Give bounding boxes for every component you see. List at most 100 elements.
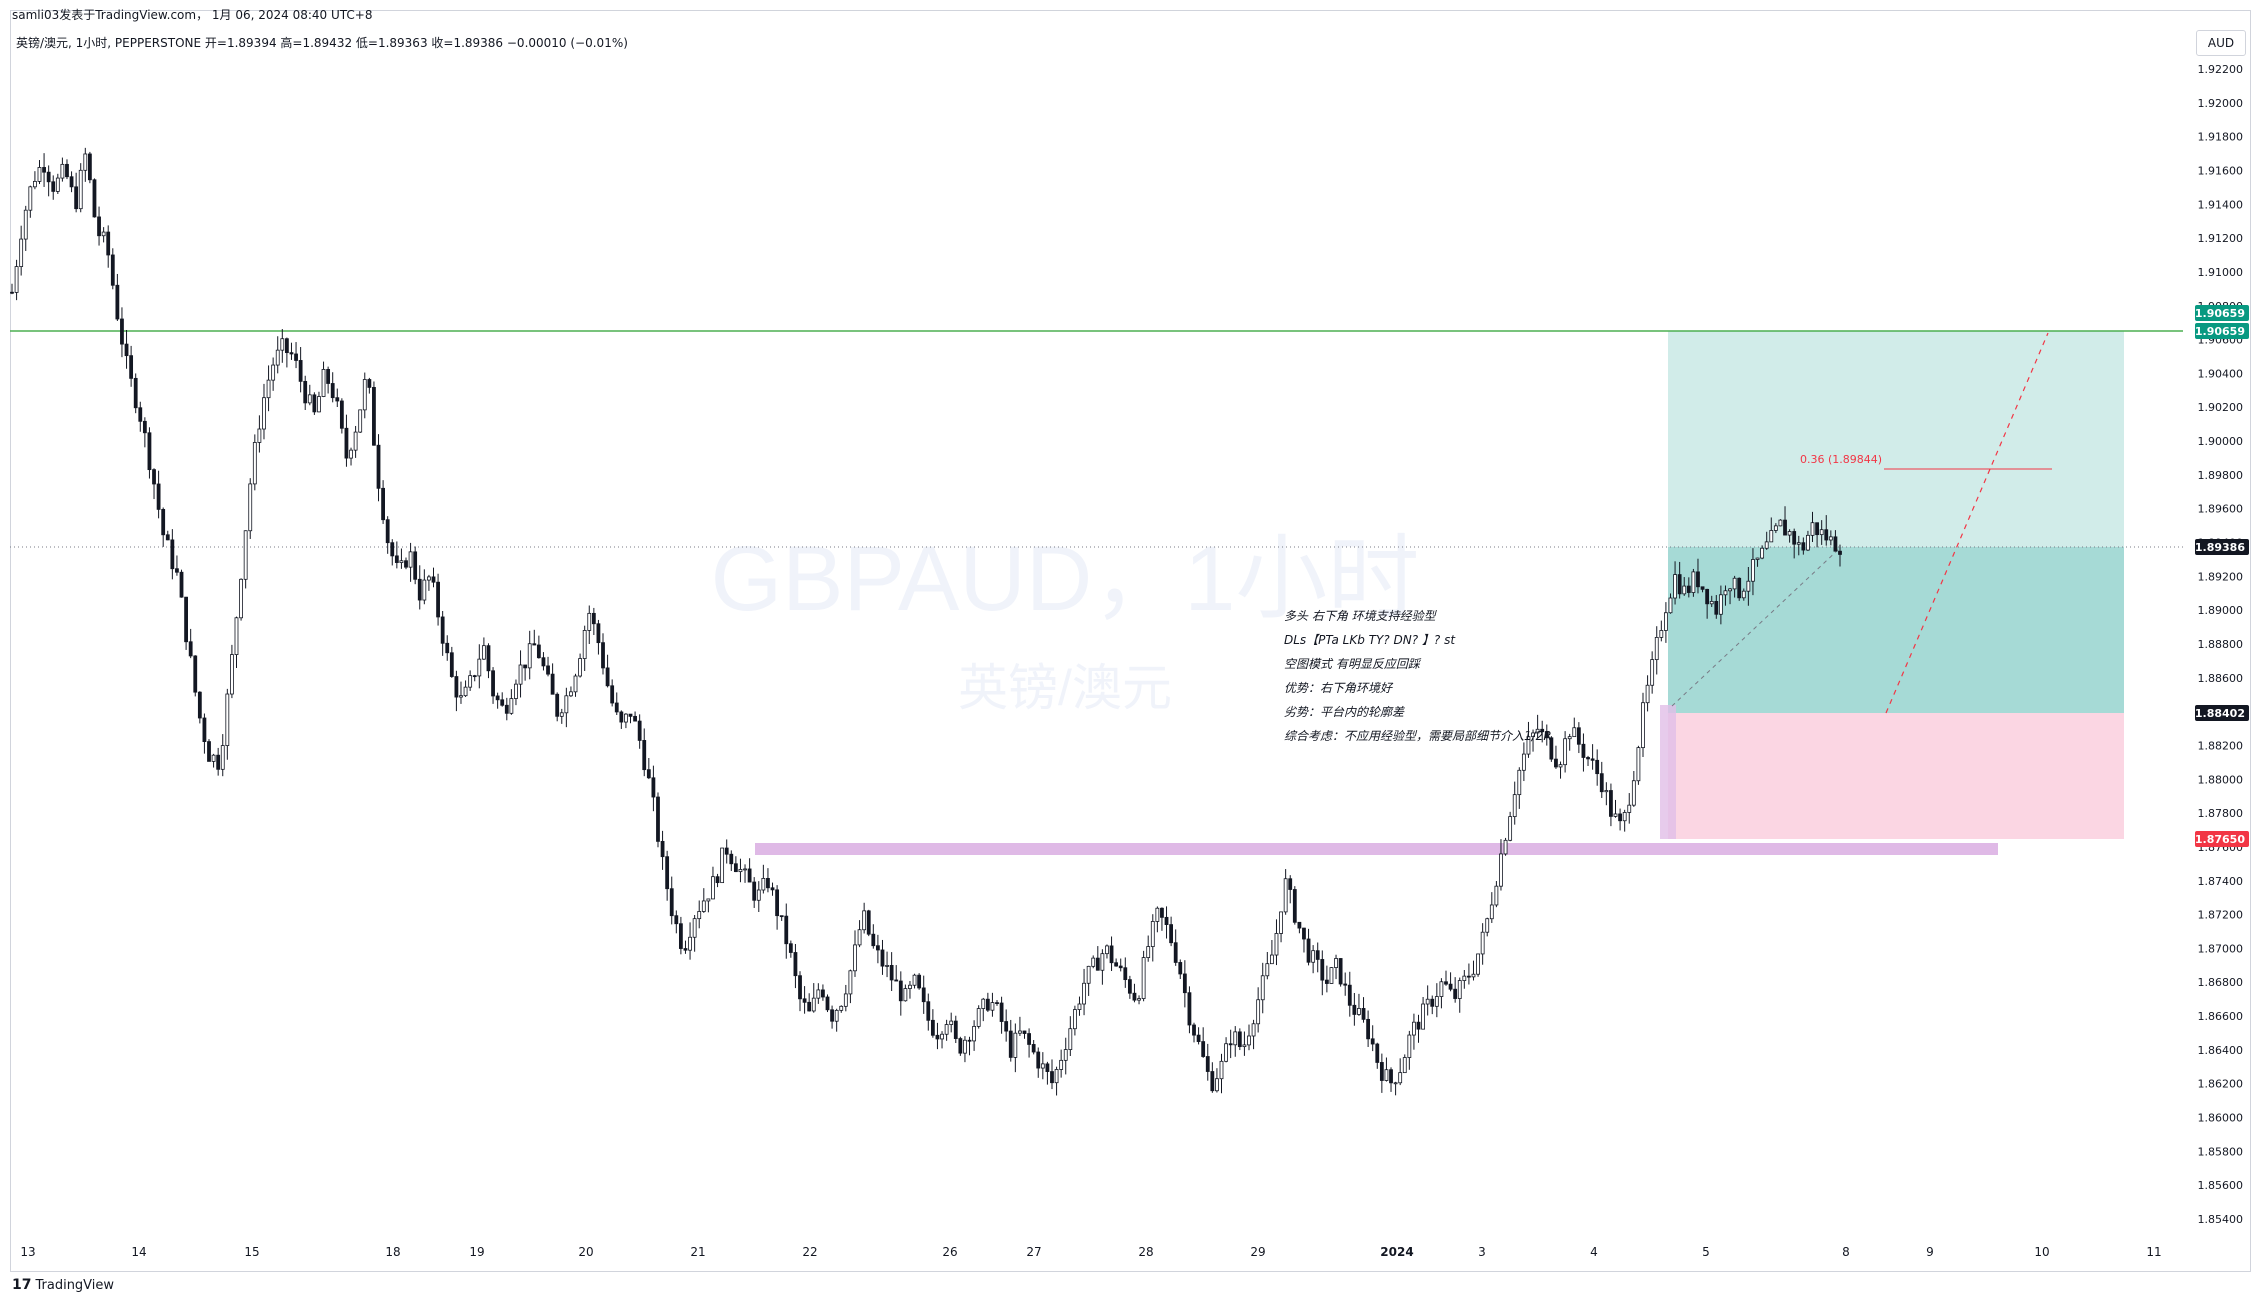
candle-body	[491, 670, 495, 697]
candle-body	[1645, 684, 1650, 704]
candle-body	[92, 179, 97, 218]
candle-body	[431, 576, 436, 583]
candle-body	[660, 840, 665, 858]
y-tick-label: 1.87000	[2198, 942, 2244, 955]
candle-body	[317, 396, 321, 413]
x-tick-label: 11	[2146, 1245, 2161, 1259]
candle-body	[152, 469, 156, 485]
candle-body	[417, 578, 422, 601]
target-zone[interactable]	[1668, 331, 2124, 547]
candle-body	[1576, 727, 1581, 745]
candle-body	[573, 675, 578, 693]
candle-body	[830, 1009, 834, 1022]
candle-body	[243, 530, 248, 580]
candle-body	[1251, 1023, 1256, 1037]
x-tick-label: 3	[1478, 1245, 1486, 1259]
y-tick-label: 1.86000	[2198, 1112, 2244, 1125]
candle-body	[390, 542, 395, 557]
price-tag: 1.89386	[2195, 539, 2249, 555]
candle-body	[454, 676, 459, 698]
candle-body	[1659, 630, 1664, 638]
candle-body	[651, 777, 656, 798]
price-axis[interactable]: 1.92200 1.92000 1.91800 1.91600 1.91400 1.912…	[2198, 63, 2244, 1226]
candle-body	[216, 754, 221, 770]
candle-body	[1416, 1021, 1421, 1030]
y-tick-label: 1.91400	[2198, 198, 2244, 211]
candle-body	[1618, 813, 1622, 822]
candle-body	[1114, 962, 1119, 967]
support-zone[interactable]	[755, 843, 1998, 855]
candle-body	[1471, 973, 1476, 978]
y-tick-label: 1.90400	[2198, 367, 2244, 380]
stop-zone[interactable]	[1668, 713, 2124, 839]
profit-zone[interactable]	[1668, 547, 2124, 713]
candle-body	[564, 695, 569, 714]
candle-body	[903, 988, 908, 1002]
candle-body	[55, 177, 60, 192]
y-tick-label: 1.86600	[2198, 1010, 2244, 1023]
candle-body	[1109, 945, 1114, 964]
candle-body	[307, 394, 312, 404]
candle-body	[1004, 1021, 1009, 1032]
y-tick-label: 1.91800	[2198, 131, 2244, 144]
tradingview-logo[interactable]: 17 TradingView	[12, 1274, 114, 1296]
candle-body	[1338, 958, 1343, 985]
candle-body	[1636, 747, 1641, 782]
candle-body	[23, 209, 28, 240]
candle-body	[248, 483, 253, 532]
candle-body	[605, 667, 610, 687]
symbol-info-line[interactable]: 英镑/澳元, 1小时, PEPPERSTONE 开=1.89394 高=1.89…	[16, 36, 628, 50]
candle-body	[298, 360, 303, 382]
candle-body	[486, 645, 491, 672]
x-tick-label: 13	[20, 1245, 35, 1259]
candle-body	[1160, 907, 1164, 918]
candle-body	[1641, 702, 1645, 749]
candle-body	[1169, 924, 1174, 944]
candle-body	[1590, 758, 1595, 761]
candle-body	[885, 965, 889, 967]
price-tags: 1.90659 1.90659 1.89386 1.88402 1.87650	[2195, 305, 2249, 847]
candle-body	[715, 876, 720, 884]
note-line: 优势：右下角环境好	[1284, 681, 1394, 695]
trend-line[interactable]	[1671, 547, 1841, 707]
candle-body	[930, 1019, 935, 1036]
candle-body	[1334, 958, 1338, 968]
projection-line[interactable]	[1885, 332, 2049, 714]
candle-body	[225, 693, 230, 746]
currency-selector[interactable]: AUD	[2196, 30, 2246, 56]
candle-body	[1063, 1049, 1068, 1061]
candle-body	[1622, 812, 1627, 822]
candle-body	[779, 915, 784, 918]
candle-body	[1760, 547, 1765, 559]
candle-body	[1082, 982, 1086, 1005]
time-axis[interactable]: 13 14 15 18 19 20 21 22 26 27 28 29 2024 3 4 5 8 9 10 11	[20, 1245, 2161, 1259]
candle-body	[156, 483, 161, 510]
candle-body	[1127, 979, 1132, 994]
candle-body	[1631, 780, 1636, 806]
candle-body	[1283, 878, 1288, 913]
candle-body	[129, 355, 134, 379]
candle-body	[358, 409, 363, 433]
candle-body	[1806, 534, 1810, 551]
price-tag-background	[2195, 831, 2249, 847]
candle-body	[1705, 588, 1710, 605]
candle-body	[1150, 921, 1155, 947]
candle-body	[1274, 933, 1279, 956]
candle-body	[161, 508, 166, 536]
candle-body	[330, 383, 335, 399]
candle-body	[404, 560, 408, 568]
candle-body	[1746, 580, 1751, 592]
candle-body	[372, 387, 376, 446]
candle-body	[1370, 1038, 1375, 1045]
candle-body	[220, 745, 225, 770]
candle-body	[908, 984, 912, 989]
note-line: 劣势：平台内的轮廓差	[1284, 705, 1405, 719]
candle-body	[1187, 992, 1192, 1026]
candle-body	[87, 153, 92, 181]
candle-body	[1279, 911, 1283, 934]
candle-body	[1503, 839, 1508, 855]
candle-body	[1045, 1063, 1050, 1072]
candle-body	[1787, 531, 1792, 536]
candle-body	[1302, 927, 1306, 940]
